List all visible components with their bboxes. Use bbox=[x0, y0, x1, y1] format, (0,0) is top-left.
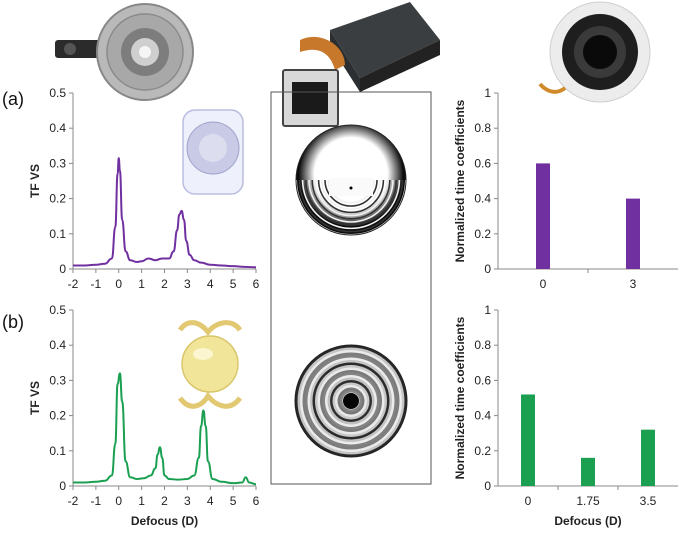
y-tick-label: 0.2 bbox=[49, 409, 66, 423]
x-axis-label: Defocus (D) bbox=[554, 514, 621, 528]
y-tick-label: 0.4 bbox=[474, 192, 491, 206]
y-tick-label: 0.2 bbox=[474, 227, 491, 241]
y-tick-label: 0.3 bbox=[49, 373, 66, 387]
x-tick-label: 3 bbox=[184, 277, 191, 291]
x-tick-label: 0 bbox=[525, 494, 532, 508]
phase-mask-b bbox=[294, 344, 408, 458]
x-tick-label: 4 bbox=[207, 494, 214, 508]
bar bbox=[626, 198, 640, 269]
y-tick-label: 0 bbox=[484, 262, 491, 276]
optical-mount-photo bbox=[55, 3, 194, 101]
tf-chart-a: 0 0.1 0.2 0.3 0.4 0.5 TF VS -2 -1 0 1 2 3 4 5 6 bbox=[28, 86, 260, 291]
x-tick-label: -2 bbox=[68, 277, 79, 291]
series-line bbox=[72, 157, 257, 269]
x-tick-label: 1 bbox=[138, 277, 145, 291]
panel-label-a: (a) bbox=[2, 89, 24, 109]
panel-label-b: (b) bbox=[2, 312, 24, 332]
x-tick-label: 5 bbox=[230, 494, 237, 508]
x-tick-label: 3.5 bbox=[640, 494, 657, 508]
x-tick-label: 1.75 bbox=[576, 494, 600, 508]
x-axis-label: Defocus (D) bbox=[131, 514, 198, 528]
tunable-lens-photo bbox=[538, 1, 651, 103]
y-tick-label: 0.4 bbox=[474, 409, 491, 423]
y-tick-label: 0.5 bbox=[49, 86, 66, 100]
x-tick-label: 5 bbox=[230, 277, 237, 291]
y-axis-label: TF VS bbox=[28, 164, 42, 198]
bar bbox=[641, 429, 655, 486]
x-tick-label: -1 bbox=[91, 277, 102, 291]
y-tick-label: 0.2 bbox=[49, 192, 66, 206]
bar bbox=[581, 457, 595, 486]
y-axis-label: Normalized time coefficients bbox=[453, 99, 467, 262]
x-tick-label: -2 bbox=[68, 494, 79, 508]
x-tick-label: 0 bbox=[115, 277, 122, 291]
y-tick-label: 0.3 bbox=[49, 156, 66, 170]
x-tick-label: 1 bbox=[138, 494, 145, 508]
y-tick-label: 0.4 bbox=[49, 121, 66, 135]
x-tick-label: 6 bbox=[253, 277, 260, 291]
y-tick-label: 1 bbox=[484, 86, 491, 100]
series-line bbox=[73, 372, 257, 486]
bar bbox=[536, 163, 550, 269]
y-tick-label: 0.8 bbox=[474, 121, 491, 135]
coefficient-chart-a: 0 0.2 0.4 0.6 0.8 1 Normalized time coefficien… bbox=[453, 86, 678, 291]
x-tick-label: 6 bbox=[253, 494, 260, 508]
y-tick-label: 0.6 bbox=[474, 373, 491, 387]
x-tick-label: -1 bbox=[91, 494, 102, 508]
y-tick-label: 0 bbox=[484, 479, 491, 493]
y-axis-label: Normalized time coefficients bbox=[453, 316, 467, 479]
y-tick-label: 0.1 bbox=[49, 444, 66, 458]
y-tick-label: 1 bbox=[484, 303, 491, 317]
slm-device-photo bbox=[282, 2, 440, 127]
y-axis-label: TF VS bbox=[28, 381, 42, 415]
y-tick-label: 0.4 bbox=[49, 338, 66, 352]
y-tick-label: 0.1 bbox=[49, 227, 66, 241]
bar bbox=[521, 394, 535, 486]
y-tick-label: 0 bbox=[59, 479, 66, 493]
y-tick-label: 0.2 bbox=[474, 444, 491, 458]
x-tick-label: 3 bbox=[184, 494, 191, 508]
y-tick-label: 0.8 bbox=[474, 338, 491, 352]
phase-mask-a bbox=[295, 124, 407, 236]
trifocal-iol-photo bbox=[177, 320, 243, 409]
x-tick-label: 3 bbox=[630, 277, 637, 291]
x-tick-label: 0 bbox=[540, 277, 547, 291]
y-tick-label: 0.6 bbox=[474, 156, 491, 170]
x-tick-label: 4 bbox=[207, 277, 214, 291]
x-tick-label: 0 bbox=[115, 494, 122, 508]
bifocal-iol-photo bbox=[182, 109, 244, 195]
y-tick-label: 0.5 bbox=[49, 303, 66, 317]
x-tick-label: 2 bbox=[161, 494, 168, 508]
coefficient-chart-b: 0 0.2 0.4 0.6 0.8 1 Normalized time coefficien… bbox=[453, 303, 678, 528]
mask-frame bbox=[270, 91, 432, 485]
y-tick-label: 0 bbox=[59, 262, 66, 276]
x-tick-label: 2 bbox=[161, 277, 168, 291]
tf-chart-b: 0 0.1 0.2 0.3 0.4 0.5 TF VS -2 -1 0 1 2 3 4 5 6 Defocus … bbox=[28, 303, 260, 528]
